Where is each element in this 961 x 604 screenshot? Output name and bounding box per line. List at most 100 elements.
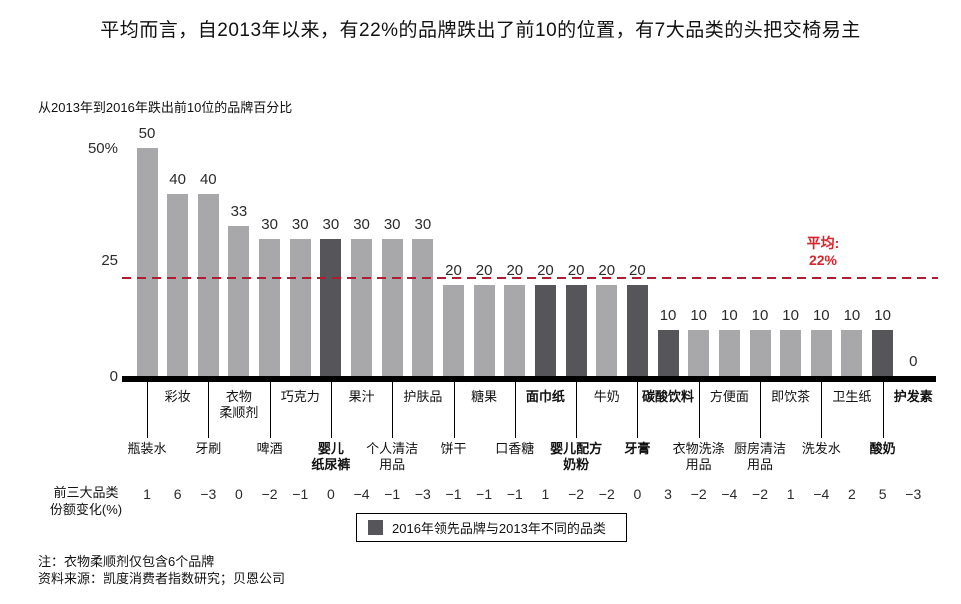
- share-change-value: −4: [721, 486, 738, 502]
- share-change-value: −1: [292, 486, 309, 502]
- chart-subtitle: 从2013年到2016年跌出前10位的品牌百分比: [38, 100, 293, 115]
- bar-value-label: 10: [874, 307, 891, 324]
- category-label: 面巾纸: [525, 389, 565, 404]
- category-label: 方便面: [709, 389, 749, 404]
- share-change-value: −2: [598, 486, 615, 502]
- bar: [626, 285, 648, 376]
- average-dashed-line: [122, 277, 938, 279]
- category-label: 即饮茶: [771, 389, 811, 404]
- bar: [534, 285, 556, 376]
- bar: [381, 239, 403, 376]
- bar: [565, 285, 587, 376]
- chart-title: 平均而言，自2013年以来，有22%的品牌跌出了前10的位置，有7大品类的头把交…: [100, 20, 861, 41]
- bar: [780, 330, 802, 376]
- category-leader-line: [330, 382, 332, 438]
- category-leader-line: [882, 382, 884, 438]
- share-change-value: −1: [384, 486, 401, 502]
- bar-value-label: 20: [567, 262, 585, 279]
- bar-value-label: 40: [199, 171, 217, 188]
- bar: [841, 330, 863, 376]
- category-label: 洗发水: [801, 441, 841, 456]
- category-label: 牙刷: [195, 441, 222, 456]
- bar-value-label: 30: [291, 216, 309, 233]
- share-change-value: 6: [173, 486, 182, 502]
- bar-value-label: 20: [629, 262, 646, 279]
- share-change-value: 1: [541, 486, 550, 502]
- category-leader-line: [637, 382, 639, 438]
- category-leader-line: [576, 382, 578, 438]
- bar-value-label: 20: [445, 262, 462, 279]
- share-change-value: −1: [506, 486, 523, 502]
- bar: [504, 285, 526, 376]
- share-change-row-label: 前三大品类 份额变化(%): [33, 484, 139, 518]
- bar: [443, 285, 464, 376]
- category-label: 酸奶: [869, 441, 896, 456]
- category-label: 护发素: [893, 389, 933, 404]
- legend-box: 2016年领先品牌与2013年不同的品类: [356, 513, 627, 542]
- bar-value-label: 30: [414, 216, 432, 233]
- category-label: 个人清洁 用品: [366, 441, 419, 472]
- category-label: 厨房清洁 用品: [733, 441, 786, 472]
- share-change-value: −2: [690, 486, 707, 502]
- bar: [289, 239, 311, 376]
- bar: [412, 239, 434, 376]
- bar: [810, 330, 832, 376]
- bar: [718, 330, 740, 376]
- category-label: 护肤品: [403, 389, 443, 404]
- category-label: 婴儿 纸尿裤: [311, 441, 351, 472]
- category-leader-line: [453, 382, 455, 438]
- bar: [657, 330, 679, 376]
- bar-value-label: 10: [721, 307, 738, 324]
- bar: [473, 285, 495, 376]
- bar: [688, 330, 710, 376]
- share-change-value: 5: [878, 486, 887, 502]
- bar-value-label: 30: [322, 216, 340, 233]
- category-label: 碳酸饮料: [642, 389, 695, 404]
- share-change-value: −1: [476, 486, 493, 502]
- category-leader-line: [208, 382, 210, 438]
- bar: [197, 194, 219, 376]
- bar: [320, 239, 342, 376]
- share-change-value: −3: [905, 486, 922, 502]
- share-change-value: −2: [568, 486, 585, 502]
- bar-value-label: 20: [537, 262, 554, 279]
- legend-dark-swatch-icon: [368, 520, 383, 535]
- share-change-value: −1: [445, 486, 462, 502]
- y-axis-tick-50: 50%: [87, 140, 118, 157]
- share-change-row-label-line2: 份额变化(%): [49, 502, 123, 517]
- bar: [351, 239, 373, 376]
- bar-value-label: 10: [659, 307, 677, 324]
- share-change-value: −2: [752, 486, 768, 502]
- bar-value-label: 10: [782, 307, 799, 324]
- bar: [749, 330, 771, 376]
- category-leader-line: [821, 382, 823, 438]
- share-change-value: 1: [786, 486, 795, 502]
- average-annotation: 平均: 22%: [787, 235, 859, 269]
- bar: [167, 194, 189, 376]
- category-leader-line: [269, 382, 271, 438]
- bar-value-label: 0: [909, 353, 918, 370]
- source-text: 资料来源：凯度消费者指数研究；贝恩公司: [38, 571, 286, 586]
- bar-value-label: 40: [169, 171, 186, 188]
- share-change-value: −3: [200, 486, 217, 502]
- category-leader-line: [698, 382, 700, 438]
- share-change-value: 0: [633, 486, 642, 502]
- average-annotation-value: 22%: [808, 252, 838, 268]
- category-leader-line: [392, 382, 394, 438]
- note-text: 注：衣物柔顺剂仅包含6个品牌: [38, 554, 215, 569]
- category-label: 牙膏: [624, 441, 651, 456]
- bar-value-label: 20: [598, 262, 616, 279]
- y-axis-tick-0: 0: [109, 368, 118, 385]
- bar-value-label: 30: [261, 216, 278, 233]
- category-leader-line: [760, 382, 761, 438]
- category-label: 卫生纸: [832, 389, 872, 404]
- average-annotation-label: 平均:: [806, 235, 840, 251]
- category-label: 衣物洗涤 用品: [672, 441, 725, 472]
- category-label: 婴儿配方 奶粉: [550, 441, 603, 472]
- category-label: 啤酒: [256, 441, 283, 456]
- category-label: 牛奶: [593, 389, 620, 404]
- share-change-value: −4: [813, 486, 830, 502]
- share-change-value: 3: [664, 486, 672, 502]
- category-leader-line: [514, 382, 516, 438]
